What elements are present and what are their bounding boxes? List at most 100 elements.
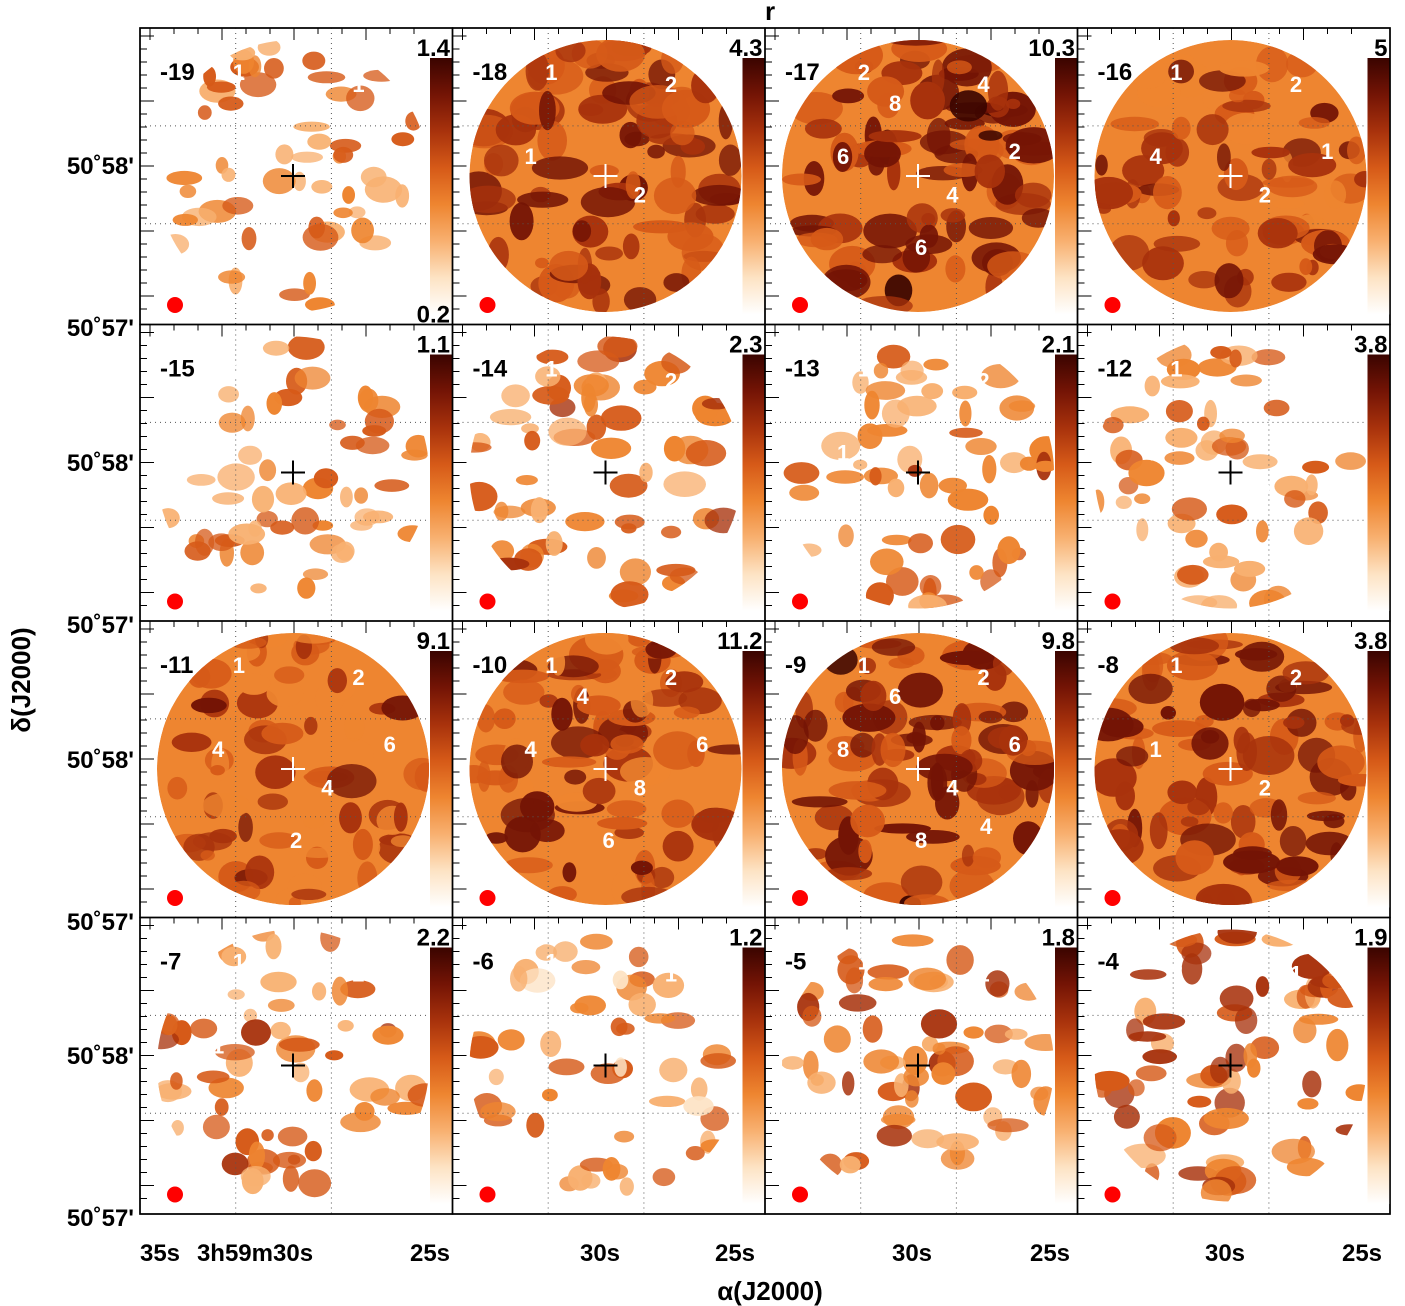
emission-blob (908, 714, 962, 731)
contour-label: 2 (1009, 139, 1021, 164)
emission-blob (946, 60, 972, 75)
emission-blob (842, 1071, 855, 1096)
emission-blob (1002, 132, 1042, 146)
emission-blob (504, 857, 553, 874)
emission-blob (828, 781, 887, 800)
emission-blob (304, 716, 318, 735)
emission-blob (329, 419, 346, 431)
emission-blob (659, 1057, 688, 1083)
emission-blob (206, 81, 236, 93)
emission-blob (251, 485, 275, 513)
emission-blob (1168, 59, 1194, 84)
contour-label: 1 (1170, 60, 1182, 85)
emission-blob (921, 383, 944, 400)
emission-map (157, 633, 429, 905)
contour-label: 1 (1321, 139, 1333, 164)
emission-blob (487, 236, 509, 273)
emission-blob (1095, 154, 1108, 176)
emission-blob (555, 40, 586, 63)
emission-blob (908, 533, 933, 554)
emission-blob (190, 1018, 218, 1039)
emission-blob (1202, 761, 1253, 786)
emission-blob (891, 934, 934, 947)
emission-blob (1210, 1056, 1231, 1084)
colorbar-max-label: 9.8 (1042, 628, 1075, 655)
emission-blob (542, 1088, 558, 1102)
emission-blob (652, 972, 685, 999)
emission-blob (1179, 595, 1218, 609)
emission-blob (691, 807, 742, 841)
emission-map (469, 933, 736, 1196)
emission-blob (202, 1114, 230, 1140)
emission-blob (257, 793, 288, 810)
emission-blob (864, 139, 901, 168)
emission-blob (1256, 520, 1269, 543)
emission-blob (582, 777, 616, 805)
emission-blob (360, 166, 387, 188)
color-bar (1367, 354, 1390, 611)
emission-blob (488, 1068, 504, 1086)
emission-blob (1199, 683, 1245, 721)
emission-blob (653, 731, 702, 770)
emission-blob (1187, 1095, 1212, 1108)
contour-label: 1 (545, 653, 557, 678)
emission-blob (1094, 176, 1133, 210)
emission-blob (196, 1070, 230, 1084)
emission-blob (619, 558, 652, 586)
emission-blob (621, 886, 676, 905)
emission-blob (537, 120, 567, 161)
emission-blob (900, 360, 924, 381)
emission-blob (1251, 349, 1286, 366)
contour-label: 6 (889, 684, 901, 709)
emission-blob (949, 138, 997, 151)
emission-blob (580, 187, 636, 218)
emission-blob (625, 171, 641, 200)
contour-label: 1 (233, 60, 245, 85)
emission-blob (1171, 116, 1191, 140)
emission-blob (517, 191, 569, 208)
emission-blob (652, 1168, 676, 1187)
emission-blob (1219, 985, 1254, 1012)
emission-blob (339, 802, 362, 834)
y-tick-label: 50˚57' (67, 1205, 134, 1232)
figure-title: r (765, 0, 775, 26)
emission-blob (352, 828, 373, 861)
emission-blob (167, 776, 188, 800)
emission-blob (1266, 879, 1320, 892)
emission-blob (531, 156, 589, 180)
emission-blob (963, 1026, 984, 1039)
emission-blob (551, 649, 566, 676)
emission-blob (267, 998, 295, 1012)
emission-blob (919, 472, 939, 499)
colorbar-max-label: 1.2 (729, 925, 762, 952)
emission-blob (313, 468, 339, 489)
y-tick-label: 50˚58' (67, 747, 134, 774)
contour-label: 1 (233, 357, 245, 382)
emission-blob (372, 1025, 404, 1045)
emission-blob (1266, 675, 1297, 702)
emission-blob (302, 224, 339, 251)
emission-blob (905, 1090, 919, 1108)
emission-blob (854, 296, 913, 312)
emission-blob (931, 1062, 956, 1085)
emission-blob (1181, 953, 1203, 985)
emission-blob (838, 994, 877, 1012)
y-axis-label: δ(J2000) (6, 627, 36, 732)
emission-blob (469, 185, 516, 214)
emission-blob (288, 896, 301, 905)
emission-blob (530, 497, 548, 524)
velocity-label: -13 (785, 356, 820, 383)
emission-blob (955, 1082, 992, 1112)
emission-blob (1243, 1043, 1258, 1069)
emission-blob (589, 164, 619, 178)
emission-blob (999, 701, 1029, 723)
channel-panel: -4 1.9 1 1 (1076, 916, 1391, 1215)
emission-blob (1283, 716, 1305, 729)
emission-blob (215, 1044, 255, 1061)
emission-blob (1272, 198, 1305, 209)
emission-blob (306, 1079, 323, 1102)
emission-blob (1234, 1006, 1258, 1034)
emission-blob (503, 679, 545, 705)
emission-blob (818, 1153, 843, 1178)
emission-blob (832, 142, 853, 172)
